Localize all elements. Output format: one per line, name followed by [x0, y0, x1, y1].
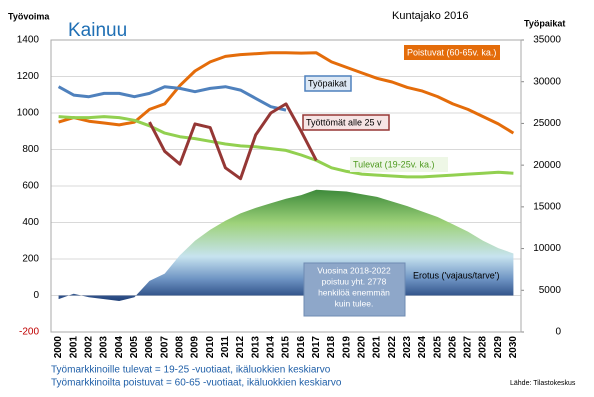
y-tick-label: 1200: [17, 71, 40, 82]
source: Lähde: Tilastokeskus: [510, 380, 576, 387]
y-tick-label: 400: [22, 217, 39, 228]
line: [58, 51, 515, 135]
x-tick-label: 2017: [311, 336, 322, 359]
x-tick-label: 2015: [281, 336, 292, 359]
y-tick-label: 1000: [17, 108, 40, 119]
x-tick-label: 2003: [99, 336, 110, 359]
series-label: Erotus ('vajaus/tarve'): [413, 270, 499, 280]
x-tick-label: 2004: [114, 336, 125, 359]
annotation-box: [303, 262, 406, 317]
x-tick-label: 2008: [175, 336, 186, 359]
x-tick-label: 2013: [250, 336, 261, 359]
y-tick-label: 200: [22, 254, 39, 265]
x-tick-label: 2012: [235, 336, 246, 359]
series-label-box: [304, 75, 352, 92]
y2-tick-label: 30000: [533, 76, 561, 87]
y2-tick-label: 35000: [533, 35, 561, 46]
annotation: henkilöä enemmän: [318, 287, 390, 297]
y2-axis-label: Työpaikat: [524, 18, 565, 28]
y-tick-label: 1400: [17, 35, 40, 46]
x-tick-label: 2019: [341, 336, 352, 359]
area: [58, 189, 514, 301]
series-label-box: [404, 45, 500, 60]
chart-subtitle: Kuntajako 2016: [392, 10, 468, 22]
y2-tick-label: 15000: [533, 201, 561, 212]
x-tick-label: 2002: [84, 336, 95, 359]
x-tick-label: 2011: [220, 336, 231, 358]
x-tick-label: 2026: [447, 336, 458, 359]
y-axis-label: Työvoima: [8, 11, 50, 21]
note: Työmarkkinoilta poistuvat = 60-65 -vuoti…: [51, 378, 342, 389]
series-label: Työpaikat: [308, 78, 347, 88]
series-label: Tulevat (19-25v. ka.): [353, 159, 435, 169]
y-tick-label: 800: [22, 144, 39, 155]
x-tick-label: 2021: [372, 336, 383, 359]
series-label-box: [302, 114, 390, 131]
x-tick-label: 2025: [432, 336, 443, 359]
series-label-box: [350, 157, 448, 172]
annotation: Vuosina 2018-2022: [317, 265, 391, 275]
y-tick-label: 600: [22, 181, 39, 192]
annotation: poistuu yht. 2778: [322, 276, 387, 286]
note: Työmarkkinoille tulevat = 19-25 -vuotiaa…: [51, 365, 331, 376]
series-label: Työttömät alle 25 v: [306, 117, 382, 127]
x-tick-label: 2018: [326, 336, 337, 359]
x-tick-label: 2022: [387, 336, 398, 359]
x-tick-label: 2030: [508, 336, 519, 359]
x-tick-label: 2001: [68, 336, 79, 359]
y2-tick-label: 0: [555, 327, 561, 338]
y2-tick-label: 5000: [539, 285, 562, 296]
plot-frame: [50, 39, 522, 333]
annotation: kuin tulee.: [335, 298, 374, 308]
x-tick-label: 2027: [463, 336, 474, 359]
x-tick-label: 2029: [493, 336, 504, 359]
y2-tick-label: 25000: [533, 118, 561, 129]
x-tick-label: 2024: [417, 336, 428, 359]
y2-tick-label: 10000: [533, 243, 561, 254]
x-tick-label: 2010: [205, 336, 216, 359]
x-tick-label: 2000: [53, 336, 64, 359]
x-tick-label: 2006: [144, 336, 155, 359]
x-tick-label: 2014: [265, 336, 276, 359]
x-tick-label: 2020: [356, 336, 367, 359]
x-tick-label: 2028: [478, 336, 489, 359]
line: [148, 102, 318, 181]
x-tick-label: 2007: [159, 336, 170, 359]
y2-tick-label: 20000: [533, 160, 561, 171]
x-tick-label: 2005: [129, 336, 140, 359]
series-label: Poistuvat (60-65v. ka.): [407, 47, 496, 57]
x-tick-label: 2023: [402, 336, 413, 359]
chart-title: Kainuu: [68, 20, 127, 41]
y-tick-label: -200: [19, 327, 39, 338]
y-tick-label: 0: [33, 290, 39, 301]
line: [58, 115, 514, 179]
x-tick-label: 2016: [296, 336, 307, 359]
x-tick-label: 2009: [190, 336, 201, 359]
line: [57, 85, 287, 112]
